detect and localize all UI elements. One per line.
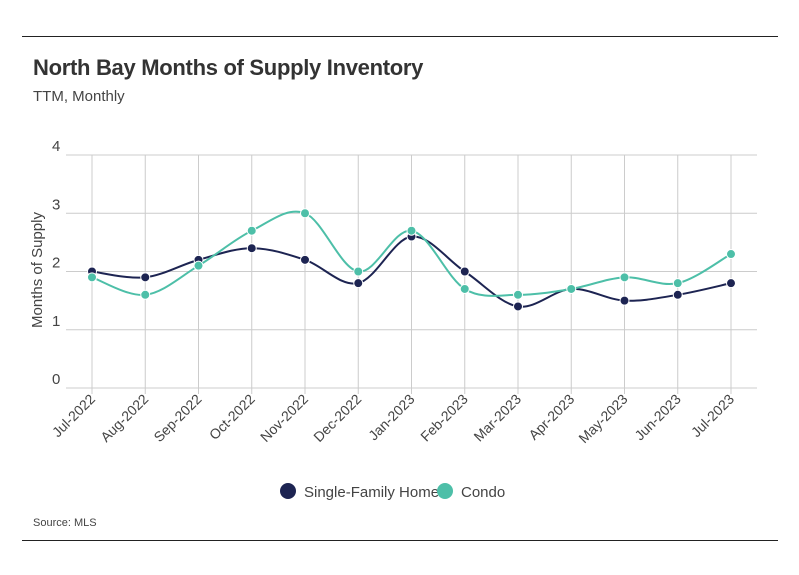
data-point (459, 266, 470, 277)
grid (66, 154, 757, 394)
data-point (513, 289, 523, 300)
y-tick-label: 1 (52, 313, 60, 330)
x-tick-label: Aug-2022 (97, 391, 151, 445)
data-point (246, 243, 257, 254)
y-tick-label: 3 (52, 196, 60, 213)
data-point (140, 289, 151, 300)
x-tick-label: Jul-2023 (688, 391, 737, 440)
bottom-rule (22, 540, 778, 541)
data-point (619, 295, 630, 306)
legend-swatch (437, 483, 453, 499)
x-tick-label: Jan-2023 (365, 391, 418, 444)
data-point (140, 272, 151, 283)
data-point (300, 254, 310, 265)
data-point (353, 266, 364, 277)
data-point (726, 249, 736, 260)
x-tick-label: Oct-2022 (206, 391, 258, 443)
data-point (672, 289, 683, 300)
data-point (87, 272, 97, 283)
y-tick-label: 4 (52, 138, 60, 155)
x-tick-label: Dec-2022 (310, 391, 364, 445)
series-condo (87, 208, 736, 300)
y-axis-ticks: 0 1 2 3 4 (52, 138, 60, 388)
y-tick-label: 0 (52, 371, 60, 388)
data-point (300, 208, 310, 219)
x-tick-label: Jun-2023 (631, 391, 684, 444)
legend-swatch (280, 483, 296, 499)
legend-label: Single-Family Home (304, 484, 439, 501)
data-point (246, 225, 257, 236)
x-tick-label: Apr-2023 (525, 391, 577, 443)
x-tick-label: Mar-2023 (470, 391, 524, 445)
series (87, 208, 736, 312)
data-point (619, 272, 630, 283)
y-tick-label: 2 (52, 255, 60, 272)
data-point (459, 283, 470, 294)
chart-title: North Bay Months of Supply Inventory (33, 55, 424, 80)
data-point (193, 260, 204, 271)
x-tick-label: Nov-2022 (257, 391, 311, 445)
y-axis-label: Months of Supply (29, 212, 46, 328)
data-point (406, 225, 417, 236)
data-point (566, 283, 577, 294)
data-point (353, 278, 364, 289)
data-point (513, 301, 523, 312)
legend: Single-Family Home Condo (280, 483, 505, 501)
x-axis-ticks: Jul-2022 Aug-2022 Sep-2022 Oct-2022 Nov-2022… (49, 391, 737, 446)
source-note: Source: MLS (33, 517, 97, 529)
legend-label: Condo (461, 484, 505, 501)
x-tick-label: Feb-2023 (417, 391, 471, 445)
x-tick-label: Jul-2022 (49, 391, 98, 440)
chart-subtitle: TTM, Monthly (33, 88, 125, 105)
x-tick-label: Sep-2022 (150, 391, 204, 445)
x-tick-label: May-2023 (575, 391, 630, 446)
series-single-family-home (87, 231, 736, 312)
data-point (672, 278, 683, 289)
data-point (726, 278, 736, 289)
top-rule (22, 36, 778, 37)
